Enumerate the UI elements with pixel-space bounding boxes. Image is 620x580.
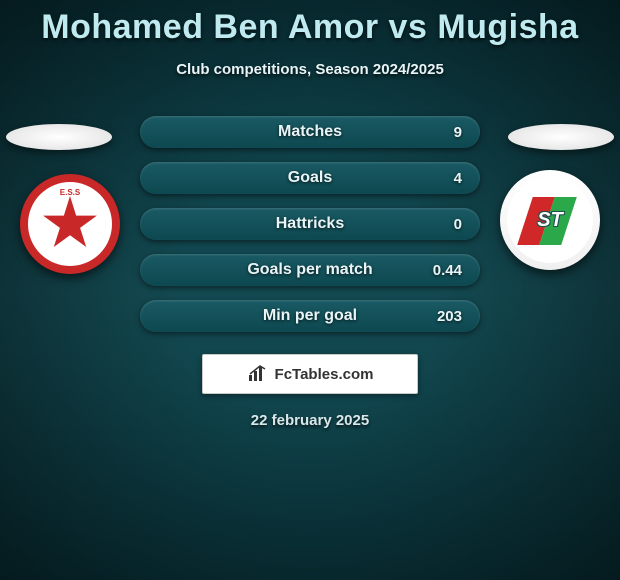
stat-label: Min per goal <box>140 307 480 325</box>
footer-date: 22 february 2025 <box>251 412 369 429</box>
stat-right-value: 0.44 <box>432 262 462 279</box>
stat-label: Goals <box>140 169 480 187</box>
club-badge-left: E.S.S <box>20 174 120 274</box>
comparison-title: Mohamed Ben Amor vs Mugisha <box>41 8 578 47</box>
badge-right-monogram: ST <box>537 209 563 232</box>
brand-text: FcTables.com <box>275 366 374 383</box>
stat-right-value: 203 <box>432 308 462 325</box>
stat-row-goals-per-match: Goals per match 0.44 <box>140 254 480 286</box>
stat-label: Matches <box>140 123 480 141</box>
stat-row-matches: Matches 9 <box>140 116 480 148</box>
stat-right-value: 4 <box>432 170 462 187</box>
player-right-oval <box>508 124 614 150</box>
stat-right-value: 0 <box>432 216 462 233</box>
stat-row-min-per-goal: Min per goal 203 <box>140 300 480 332</box>
stats-block: Matches 9 Goals 4 Hattricks 0 Goals per … <box>140 116 480 332</box>
stat-label: Goals per match <box>140 261 480 279</box>
season-subtitle: Club competitions, Season 2024/2025 <box>176 61 444 78</box>
content-wrapper: Mohamed Ben Amor vs Mugisha Club competi… <box>0 0 620 580</box>
badge-left-star-icon <box>42 196 98 252</box>
badge-left-monogram: E.S.S <box>60 188 80 197</box>
badge-right-inner: ST <box>507 177 593 263</box>
stat-row-hattricks: Hattricks 0 <box>140 208 480 240</box>
player-left-oval <box>6 124 112 150</box>
chart-icon <box>247 365 269 383</box>
stat-right-value: 9 <box>432 124 462 141</box>
stat-row-goals: Goals 4 <box>140 162 480 194</box>
stat-label: Hattricks <box>140 215 480 233</box>
club-badge-right: ST <box>500 170 600 270</box>
brand-box: FcTables.com <box>202 354 418 394</box>
